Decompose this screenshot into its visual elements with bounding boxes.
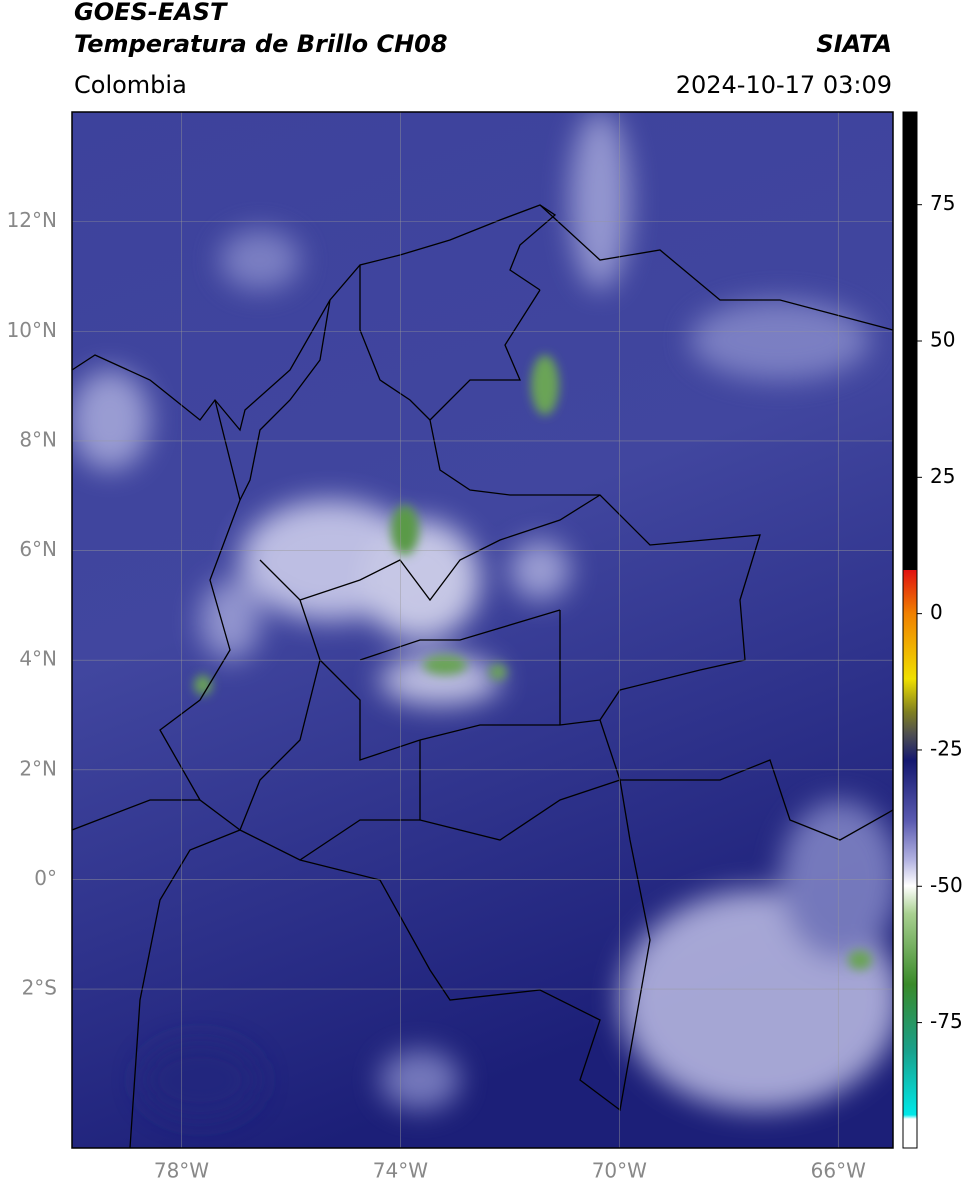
graticule xyxy=(72,112,893,1148)
y-tick-label: 0° xyxy=(34,866,57,890)
y-tick-label: 4°N xyxy=(19,647,57,671)
map-image xyxy=(72,112,893,1148)
map-frame xyxy=(71,111,894,1149)
region: Colombia xyxy=(74,71,187,99)
colorbar-tick-label: 50 xyxy=(930,328,955,352)
colorbar-tick-label: -50 xyxy=(930,873,963,897)
y-tick-label: 6°N xyxy=(19,537,57,561)
y-tick-label: 2°N xyxy=(19,756,57,780)
colorbar-tick-label: 25 xyxy=(930,464,955,488)
x-tick-label: 66°W xyxy=(811,1159,866,1183)
x-tick-label: 74°W xyxy=(373,1159,428,1183)
colorbar-tick-label: 75 xyxy=(930,191,955,215)
subtitle: Temperatura de Brillo CH08 xyxy=(74,30,448,58)
y-tick-label: 10°N xyxy=(7,318,57,342)
y-tick-label: 8°N xyxy=(19,427,57,451)
colorbar xyxy=(902,111,918,1149)
colorbar-tick-label: -75 xyxy=(930,1009,963,1033)
title: GOES-EAST xyxy=(74,0,228,26)
source: SIATA xyxy=(816,30,892,58)
y-tick-label: 12°N xyxy=(7,208,57,232)
timestamp: 2024-10-17 03:09 xyxy=(676,71,892,99)
colorbar-tick-label: 0 xyxy=(930,600,943,624)
y-tick-label: 2°S xyxy=(22,976,57,1000)
borders xyxy=(72,204,893,1148)
colorbar-tick-label: -25 xyxy=(930,736,963,760)
x-tick-label: 70°W xyxy=(592,1159,647,1183)
x-tick-label: 78°W xyxy=(154,1159,209,1183)
